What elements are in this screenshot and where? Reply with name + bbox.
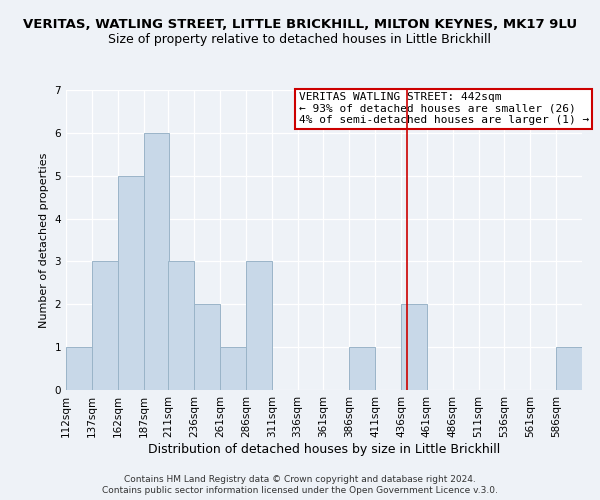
Bar (143, 133, 169, 390)
X-axis label: Distribution of detached houses by size in Little Brickhill: Distribution of detached houses by size … (148, 442, 500, 456)
Bar (220, 347, 246, 390)
Y-axis label: Number of detached properties: Number of detached properties (39, 152, 49, 328)
Text: VERITAS, WATLING STREET, LITTLE BRICKHILL, MILTON KEYNES, MK17 9LU: VERITAS, WATLING STREET, LITTLE BRICKHIL… (23, 18, 577, 30)
Bar (246, 262, 272, 390)
Text: VERITAS WATLING STREET: 442sqm
← 93% of detached houses are smaller (26)
4% of s: VERITAS WATLING STREET: 442sqm ← 93% of … (299, 92, 589, 126)
Bar (556, 347, 582, 390)
Text: Size of property relative to detached houses in Little Brickhill: Size of property relative to detached ho… (109, 32, 491, 46)
Text: Contains HM Land Registry data © Crown copyright and database right 2024.: Contains HM Land Registry data © Crown c… (124, 475, 476, 484)
Bar (66, 347, 92, 390)
Bar (401, 304, 427, 390)
Bar (169, 262, 194, 390)
Text: Contains public sector information licensed under the Open Government Licence v.: Contains public sector information licen… (102, 486, 498, 495)
Bar (349, 347, 375, 390)
Bar (92, 262, 118, 390)
Bar (118, 176, 143, 390)
Bar (194, 304, 220, 390)
